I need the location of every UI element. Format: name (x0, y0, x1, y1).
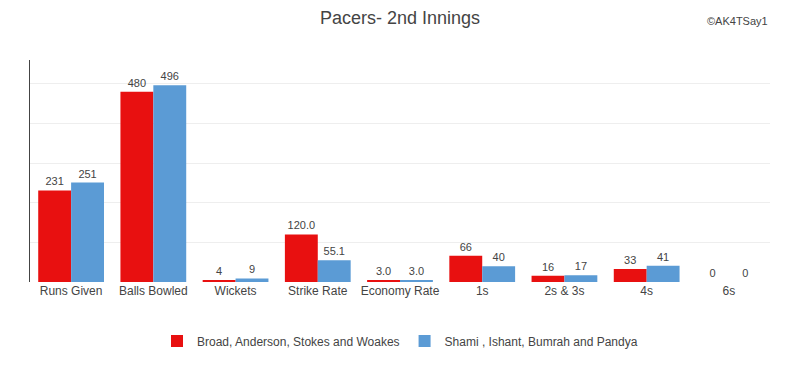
svg-text:Economy Rate: Economy Rate (361, 284, 440, 298)
svg-text:251: 251 (78, 168, 96, 180)
svg-text:120.0: 120.0 (288, 219, 316, 231)
svg-text:6s: 6s (723, 284, 736, 298)
svg-text:Runs Given: Runs Given (40, 284, 103, 298)
svg-text:Wickets: Wickets (215, 284, 257, 298)
svg-text:231: 231 (45, 175, 63, 187)
svg-text:4: 4 (216, 265, 222, 277)
svg-text:0: 0 (709, 267, 715, 279)
svg-text:496: 496 (161, 70, 179, 82)
svg-text:0: 0 (742, 267, 748, 279)
svg-text:Shami , Ishant, Bumrah and Pan: Shami , Ishant, Bumrah and Pandya (445, 335, 638, 349)
svg-text:9: 9 (249, 263, 255, 275)
svg-text:Strike Rate: Strike Rate (288, 284, 348, 298)
svg-text:2s & 3s: 2s & 3s (544, 284, 584, 298)
svg-text:©AK4TSay1: ©AK4TSay1 (707, 15, 768, 27)
svg-text:1s: 1s (476, 284, 489, 298)
svg-text:66: 66 (460, 241, 472, 253)
svg-text:480: 480 (128, 77, 146, 89)
svg-text:3.0: 3.0 (409, 265, 424, 277)
svg-text:Balls Bowled: Balls Bowled (119, 284, 188, 298)
svg-text:40: 40 (493, 251, 505, 263)
svg-text:Pacers- 2nd Innings: Pacers- 2nd Innings (320, 8, 480, 28)
svg-text:17: 17 (575, 260, 587, 272)
svg-text:16: 16 (542, 261, 554, 273)
svg-text:Broad, Anderson, Stokes and Wo: Broad, Anderson, Stokes and Woakes (197, 335, 400, 349)
svg-text:4s: 4s (640, 284, 653, 298)
svg-text:33: 33 (624, 254, 636, 266)
svg-text:41: 41 (657, 251, 669, 263)
svg-text:3.0: 3.0 (376, 265, 391, 277)
svg-text:55.1: 55.1 (324, 245, 345, 257)
